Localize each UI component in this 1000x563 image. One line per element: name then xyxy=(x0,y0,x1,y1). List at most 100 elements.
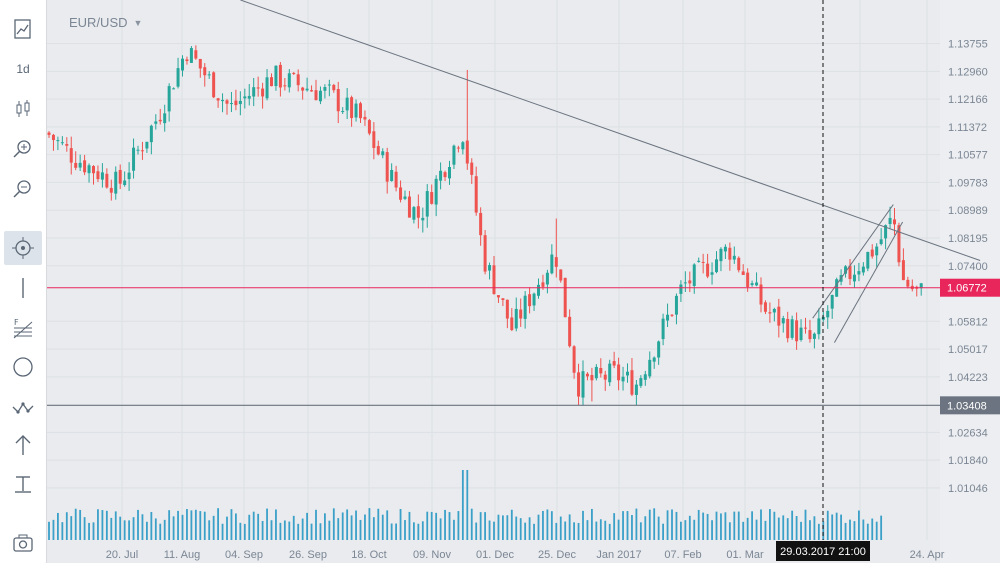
volume-bar xyxy=(448,512,451,540)
candle xyxy=(674,293,678,325)
candle-body xyxy=(861,266,865,273)
candle-body xyxy=(795,320,799,342)
candle-body xyxy=(657,341,661,358)
volume-bar xyxy=(341,512,344,540)
candle-body xyxy=(305,88,309,91)
volume-bar xyxy=(582,510,584,540)
volume-bar xyxy=(702,512,705,540)
candle-body xyxy=(826,310,830,318)
candle-body xyxy=(608,363,612,383)
vertical-line-button[interactable] xyxy=(4,271,42,305)
fibonacci-button[interactable]: F xyxy=(4,311,42,345)
candle xyxy=(234,89,238,111)
candle xyxy=(688,271,692,293)
chart-type-button[interactable] xyxy=(4,12,42,46)
candle xyxy=(888,206,892,229)
candle-body xyxy=(559,269,563,281)
candle-body xyxy=(314,90,318,101)
crosshair-icon xyxy=(12,237,34,259)
crosshair-button[interactable] xyxy=(4,231,42,265)
candle-body xyxy=(799,327,803,340)
volume-bar xyxy=(279,522,282,540)
candle-body xyxy=(786,318,790,339)
volume-bar xyxy=(475,522,478,540)
y-tick-label: 1.01046 xyxy=(948,483,988,495)
candle-body xyxy=(158,119,162,122)
svg-text:F: F xyxy=(14,318,19,327)
volume-bar xyxy=(248,514,251,540)
candle-body xyxy=(421,217,425,221)
volume-bar xyxy=(172,516,175,540)
camera-icon xyxy=(13,534,33,552)
candles-button[interactable] xyxy=(4,92,42,126)
candle-body xyxy=(327,84,331,86)
volume-bar xyxy=(368,508,371,540)
price-chart[interactable]: 1.13755 1.12960 1.12166 1.11372 1.10577 1.097… xyxy=(47,0,1000,563)
candle-body xyxy=(51,134,55,141)
volume-bar xyxy=(154,518,157,540)
candle-body xyxy=(92,166,95,174)
candle xyxy=(643,370,647,386)
candle xyxy=(109,179,113,201)
candle-body xyxy=(167,86,171,112)
candle xyxy=(901,248,905,281)
path-button[interactable] xyxy=(4,390,42,424)
candle-body xyxy=(750,283,754,286)
zoom-in-button[interactable] xyxy=(4,132,42,166)
y-tick-label: 1.12960 xyxy=(948,66,988,78)
candle-body xyxy=(897,225,901,263)
candle-body xyxy=(385,152,389,182)
zoom-out-button[interactable] xyxy=(4,172,42,206)
candle-body xyxy=(768,312,772,314)
channel-lower xyxy=(833,221,904,343)
candle-body xyxy=(777,306,781,326)
candle-body xyxy=(238,100,242,105)
candle xyxy=(465,69,469,170)
volume-bar xyxy=(141,514,144,540)
candle xyxy=(697,257,701,263)
volume-bar xyxy=(444,509,446,540)
candle xyxy=(755,272,759,287)
candle-body xyxy=(465,140,469,164)
text-tool-button[interactable] xyxy=(4,467,42,501)
candle-body xyxy=(474,176,478,213)
volume-bar xyxy=(800,521,802,540)
volume-bar xyxy=(675,511,678,540)
candle xyxy=(65,137,69,152)
candle-body xyxy=(287,73,291,88)
volume-bar xyxy=(804,509,807,540)
volume-bar xyxy=(680,521,682,540)
candle-body xyxy=(679,284,683,294)
volume-bar xyxy=(755,519,758,540)
candle-body xyxy=(594,366,598,379)
volume-bar xyxy=(502,515,504,540)
candle xyxy=(336,81,340,124)
candle xyxy=(216,97,220,108)
candle-body xyxy=(488,265,492,271)
candle xyxy=(879,228,883,246)
candle xyxy=(768,302,772,323)
volume-bar xyxy=(119,516,122,540)
circle-button[interactable] xyxy=(4,350,42,384)
symbol-selector[interactable]: EUR/USD ▼ xyxy=(69,15,142,30)
volume-bar xyxy=(350,515,353,540)
candle-body xyxy=(399,187,403,200)
volume-bar xyxy=(862,519,865,540)
volume-bar xyxy=(533,523,535,540)
volume-bar xyxy=(457,511,460,540)
candle-body xyxy=(661,318,665,340)
arrow-button[interactable] xyxy=(4,428,42,462)
candle-body xyxy=(145,141,149,149)
volume-bar xyxy=(266,508,268,540)
volume-bar xyxy=(221,523,224,540)
screenshot-button[interactable] xyxy=(4,526,42,560)
candle-body xyxy=(719,248,723,262)
candle xyxy=(323,84,327,99)
y-tick-label: 1.12166 xyxy=(948,94,988,106)
candle-body xyxy=(140,150,144,152)
candle-body xyxy=(443,172,447,178)
chart-area[interactable]: 1.13755 1.12960 1.12166 1.11372 1.10577 1.097… xyxy=(47,0,1000,563)
candle-body xyxy=(563,277,567,318)
volume-bar xyxy=(324,513,326,540)
interval-button[interactable]: 1d xyxy=(4,52,42,86)
